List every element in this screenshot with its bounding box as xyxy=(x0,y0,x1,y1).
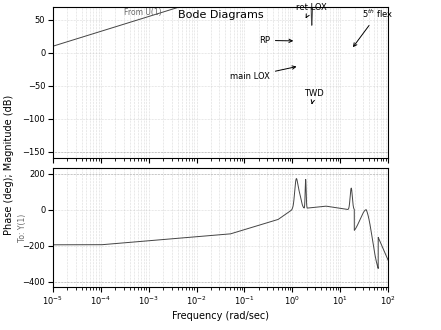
Text: TWD: TWD xyxy=(305,89,324,104)
Text: Phase (deg); Magnitude (dB): Phase (deg); Magnitude (dB) xyxy=(4,95,14,235)
Text: ret LOX: ret LOX xyxy=(296,3,327,17)
Text: To: Y(1): To: Y(1) xyxy=(18,214,27,242)
Text: From U(1): From U(1) xyxy=(123,8,161,17)
Text: Bode Diagrams: Bode Diagrams xyxy=(178,10,263,20)
X-axis label: Frequency (rad/sec): Frequency (rad/sec) xyxy=(172,311,269,321)
Text: main LOX: main LOX xyxy=(230,66,295,81)
Text: RP: RP xyxy=(259,36,292,45)
Text: 5$^{th}$ flex: 5$^{th}$ flex xyxy=(354,8,393,47)
